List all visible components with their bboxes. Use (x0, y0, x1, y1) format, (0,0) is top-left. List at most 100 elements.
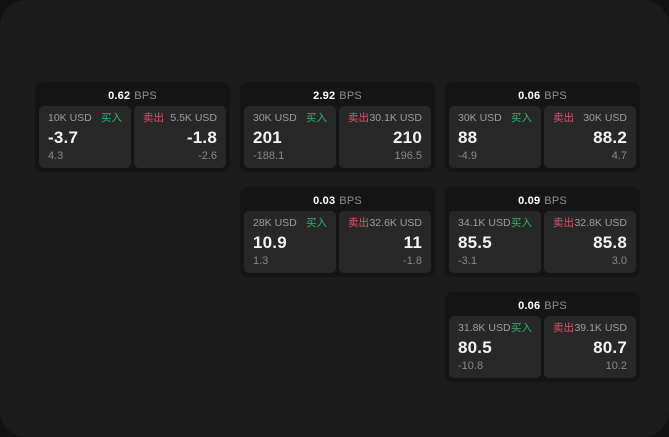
buy-price: 201 (253, 127, 282, 147)
sell-price: 11 (403, 232, 422, 252)
buy-tile[interactable]: 30K USD 买入 201 -188.1 (244, 106, 336, 168)
sell-price: 80.7 (593, 337, 627, 357)
sell-tile-top: 卖出 30.1K USD (348, 113, 422, 124)
quote-tiles: 28K USD 买入 10.9 1.3 卖出 32.6K USD 11 -1.8 (244, 211, 431, 273)
buy-tile[interactable]: 10K USD 买入 -3.7 4.3 (39, 106, 131, 168)
sell-price: 88.2 (593, 127, 627, 147)
buy-secondary-value: 4.3 (48, 150, 64, 162)
sell-tile[interactable]: 卖出 30.1K USD 210 196.5 (339, 106, 431, 168)
sell-secondary-value: -1.8 (403, 255, 422, 267)
buy-secondary-value: -188.1 (253, 150, 285, 162)
card-header: 0.62 BPS (39, 86, 226, 106)
quote-card: 0.06 BPS 30K USD 买入 88 -4.9 卖出 30K USD 8… (445, 82, 640, 172)
buy-tile[interactable]: 30K USD 买入 88 -4.9 (449, 106, 541, 168)
quote-card: 0.06 BPS 31.8K USD 买入 80.5 -10.8 卖出 39.1… (445, 292, 640, 382)
quote-card: 0.09 BPS 34.1K USD 买入 85.5 -3.1 卖出 32.8K… (445, 187, 640, 277)
card-header: 0.06 BPS (449, 86, 636, 106)
sell-amount-label: 30.1K USD (369, 112, 422, 124)
buy-tile-top: 34.1K USD 买入 (458, 218, 532, 229)
bps-unit-label: BPS (339, 90, 362, 102)
sell-secondary-value: 3.0 (611, 255, 627, 267)
bps-value: 0.62 (108, 90, 131, 102)
buy-price: 80.5 (458, 337, 492, 357)
card-header: 0.06 BPS (449, 296, 636, 316)
buy-tile-top: 31.8K USD 买入 (458, 323, 532, 334)
sell-amount-label: 32.6K USD (369, 217, 422, 229)
buy-tile-top: 28K USD 买入 (253, 218, 327, 229)
sell-amount-label: 39.1K USD (574, 322, 627, 334)
card-header: 0.03 BPS (244, 191, 431, 211)
sell-action-label: 卖出 (348, 217, 369, 229)
sell-tile-top: 卖出 5.5K USD (143, 113, 217, 124)
buy-action-label: 买入 (306, 217, 327, 229)
buy-amount-label: 30K USD (253, 112, 297, 124)
sell-tile[interactable]: 卖出 32.8K USD 85.8 3.0 (544, 211, 636, 273)
quote-card: 0.62 BPS 10K USD 买入 -3.7 4.3 卖出 5.5K USD… (35, 82, 230, 172)
sell-tile[interactable]: 卖出 32.6K USD 11 -1.8 (339, 211, 431, 273)
sell-amount-label: 30K USD (583, 112, 627, 124)
buy-action-label: 买入 (511, 322, 532, 334)
bps-unit-label: BPS (544, 195, 567, 207)
quote-card: 0.03 BPS 28K USD 买入 10.9 1.3 卖出 32.6K US… (240, 187, 435, 277)
bps-unit-label: BPS (544, 300, 567, 312)
sell-tile[interactable]: 卖出 39.1K USD 80.7 10.2 (544, 316, 636, 378)
quote-tiles: 31.8K USD 买入 80.5 -10.8 卖出 39.1K USD 80.… (449, 316, 636, 378)
buy-tile[interactable]: 31.8K USD 买入 80.5 -10.8 (449, 316, 541, 378)
sell-action-label: 卖出 (553, 322, 574, 334)
buy-secondary-value: -4.9 (458, 150, 477, 162)
buy-amount-label: 10K USD (48, 112, 92, 124)
bps-value: 2.92 (313, 90, 336, 102)
buy-amount-label: 28K USD (253, 217, 297, 229)
bps-value: 0.06 (518, 300, 541, 312)
buy-price: 88 (458, 127, 478, 147)
bps-value: 0.06 (518, 90, 541, 102)
sell-amount-label: 5.5K USD (170, 112, 217, 124)
sell-action-label: 卖出 (553, 217, 574, 229)
card-header: 0.09 BPS (449, 191, 636, 211)
buy-amount-label: 30K USD (458, 112, 502, 124)
bps-unit-label: BPS (134, 90, 157, 102)
sell-price: 210 (393, 127, 422, 147)
sell-secondary-value: 4.7 (611, 150, 627, 162)
bps-unit-label: BPS (339, 195, 362, 207)
quote-tiles: 30K USD 买入 88 -4.9 卖出 30K USD 88.2 4.7 (449, 106, 636, 168)
sell-tile-top: 卖出 39.1K USD (553, 323, 627, 334)
card-header: 2.92 BPS (244, 86, 431, 106)
sell-secondary-value: 10.2 (605, 360, 627, 372)
sell-tile[interactable]: 卖出 5.5K USD -1.8 -2.6 (134, 106, 226, 168)
buy-price: -3.7 (48, 127, 79, 147)
bps-unit-label: BPS (544, 90, 567, 102)
buy-price: 85.5 (458, 232, 492, 252)
sell-secondary-value: -2.6 (198, 150, 217, 162)
buy-action-label: 买入 (511, 112, 532, 124)
buy-secondary-value: -3.1 (458, 255, 477, 267)
buy-secondary-value: -10.8 (458, 360, 484, 372)
cards-grid: 0.62 BPS 10K USD 买入 -3.7 4.3 卖出 5.5K USD… (35, 82, 640, 382)
buy-action-label: 买入 (101, 112, 122, 124)
buy-tile-top: 30K USD 买入 (253, 113, 327, 124)
sell-amount-label: 32.8K USD (574, 217, 627, 229)
quote-tiles: 34.1K USD 买入 85.5 -3.1 卖出 32.8K USD 85.8… (449, 211, 636, 273)
sell-action-label: 卖出 (553, 112, 574, 124)
buy-tile-top: 10K USD 买入 (48, 113, 122, 124)
sell-tile-top: 卖出 30K USD (553, 113, 627, 124)
buy-tile-top: 30K USD 买入 (458, 113, 532, 124)
buy-tile[interactable]: 28K USD 买入 10.9 1.3 (244, 211, 336, 273)
buy-amount-label: 31.8K USD (458, 322, 511, 334)
sell-tile-top: 卖出 32.6K USD (348, 218, 422, 229)
quote-tiles: 30K USD 买入 201 -188.1 卖出 30.1K USD 210 1… (244, 106, 431, 168)
buy-amount-label: 34.1K USD (458, 217, 511, 229)
buy-tile[interactable]: 34.1K USD 买入 85.5 -3.1 (449, 211, 541, 273)
sell-secondary-value: 196.5 (394, 150, 422, 162)
sell-price: -1.8 (186, 127, 217, 147)
buy-secondary-value: 1.3 (253, 255, 269, 267)
buy-action-label: 买入 (306, 112, 327, 124)
buy-price: 10.9 (253, 232, 287, 252)
sell-tile[interactable]: 卖出 30K USD 88.2 4.7 (544, 106, 636, 168)
bps-value: 0.09 (518, 195, 541, 207)
sell-price: 85.8 (593, 232, 627, 252)
buy-action-label: 买入 (511, 217, 532, 229)
bps-value: 0.03 (313, 195, 336, 207)
sell-action-label: 卖出 (348, 112, 369, 124)
